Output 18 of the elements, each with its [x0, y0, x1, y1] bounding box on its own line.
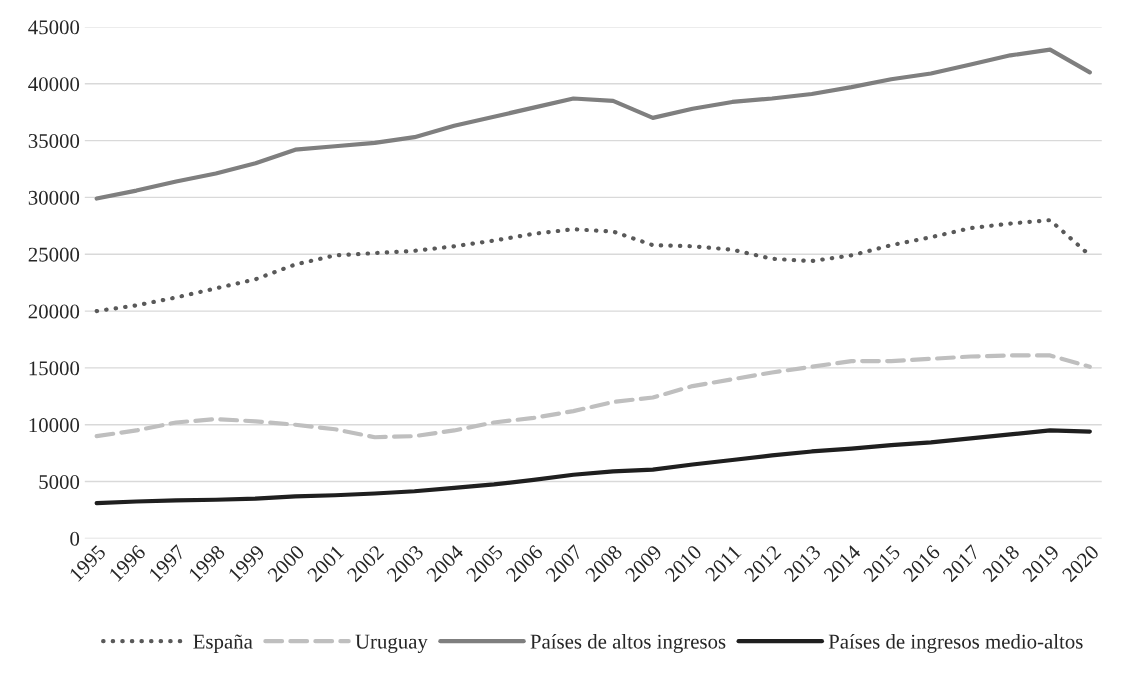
legend-label: España: [193, 634, 253, 653]
y-tick-label: 25000: [28, 247, 80, 262]
y-tick-label: 10000: [29, 418, 80, 433]
y-tick-label: 0: [70, 531, 80, 546]
y-tick-label: 20000: [28, 304, 80, 319]
legend-label: Países de ingresos medio-altos: [828, 633, 1083, 653]
line-series: [94, 353, 1092, 440]
y-tick-label: 5000: [39, 474, 80, 489]
legend-label: Uruguay: [355, 634, 428, 653]
legend-label: Países de altos ingresos: [530, 633, 726, 653]
x-tick-label: 2011: [704, 544, 742, 582]
line-series: [94, 47, 1092, 201]
y-tick-label: 15000: [29, 361, 80, 376]
y-tick-label: 30000: [28, 190, 80, 205]
y-tick-label: 45000: [28, 20, 80, 35]
y-tick-label: 40000: [28, 77, 80, 92]
y-tick-label: 35000: [28, 133, 80, 149]
line-series: [94, 428, 1092, 506]
